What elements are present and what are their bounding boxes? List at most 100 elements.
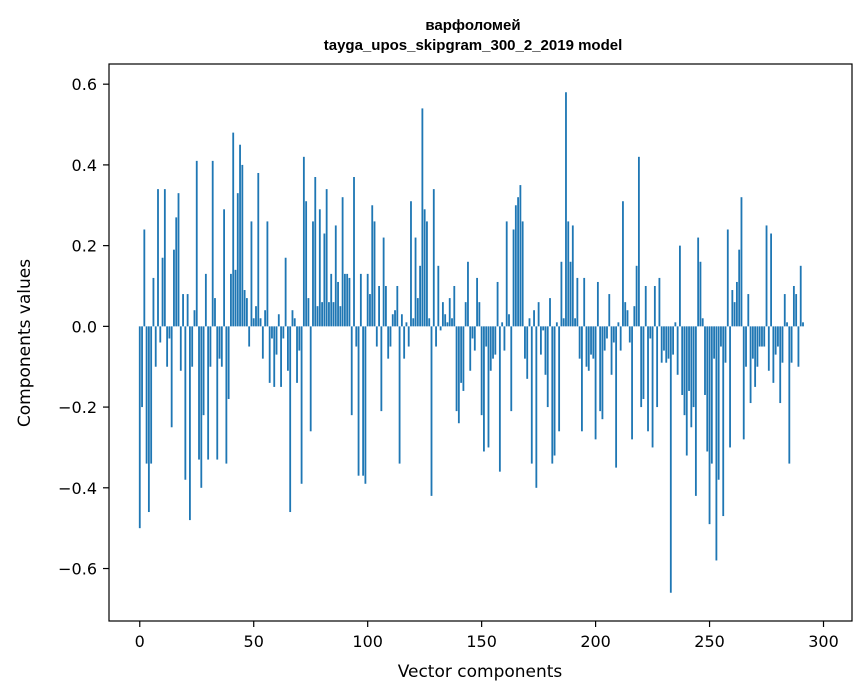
bar-component-126 — [426, 221, 428, 327]
bar-component-180 — [549, 298, 551, 327]
bar-component-137 — [451, 318, 453, 327]
bar-component-88 — [339, 306, 342, 327]
bar-component-151 — [483, 326, 485, 452]
bar-component-142 — [462, 326, 465, 391]
bar-component-288 — [795, 294, 798, 327]
bar-component-277 — [770, 233, 772, 327]
bar-component-62 — [280, 326, 282, 387]
bar-component-286 — [790, 326, 793, 363]
bar-component-160 — [503, 326, 506, 351]
bar-component-136 — [448, 298, 451, 327]
bar-component-231 — [665, 326, 668, 363]
bar-component-185 — [560, 261, 563, 327]
bar-component-205 — [606, 326, 608, 339]
x-tick-label: 300 — [808, 632, 839, 651]
bar-component-168 — [521, 221, 524, 327]
y-tick-label: 0.6 — [72, 75, 97, 94]
bar-component-95 — [355, 326, 358, 347]
bar-component-246 — [699, 261, 702, 327]
bar-component-16 — [175, 217, 178, 327]
bar-component-232 — [667, 326, 670, 359]
bar-component-250 — [708, 326, 711, 525]
bar-component-241 — [688, 326, 690, 391]
bar-component-216 — [631, 326, 633, 440]
bar-component-242 — [690, 326, 693, 428]
bar-component-221 — [642, 326, 645, 400]
bar-component-3 — [145, 326, 148, 464]
bar-component-20 — [184, 326, 187, 480]
bar-component-190 — [571, 225, 574, 327]
bar-component-50 — [252, 318, 255, 327]
bar-component-80 — [321, 302, 324, 327]
bar-component-41 — [232, 132, 235, 327]
bar-component-28 — [202, 326, 205, 416]
bar-component-17 — [177, 193, 180, 327]
bar-component-116 — [403, 326, 406, 359]
bar-component-148 — [476, 277, 478, 327]
bar-component-121 — [414, 237, 417, 327]
bar-component-189 — [569, 261, 572, 327]
bar-component-252 — [713, 326, 716, 359]
bar-component-228 — [658, 277, 661, 327]
bar-component-164 — [512, 229, 515, 327]
bar-component-279 — [774, 326, 777, 355]
bar-component-11 — [163, 189, 166, 327]
bar-component-278 — [772, 326, 775, 383]
bar-component-60 — [275, 326, 278, 355]
bar-component-13 — [168, 326, 171, 339]
bar-component-262 — [735, 281, 738, 327]
bar-component-114 — [398, 326, 401, 464]
y-axis-label: Components values — [15, 259, 35, 427]
bar-component-52 — [257, 172, 260, 327]
bar-component-144 — [467, 261, 469, 327]
bar-component-182 — [553, 326, 556, 456]
bar-component-104 — [375, 326, 378, 347]
x-axis-label: Vector components — [398, 662, 563, 682]
bar-component-112 — [394, 310, 396, 327]
bar-component-63 — [282, 326, 285, 339]
bar-component-229 — [660, 326, 663, 363]
bar-component-143 — [464, 302, 467, 327]
bar-component-172 — [530, 326, 533, 464]
bar-component-245 — [697, 237, 700, 327]
bar-component-24 — [193, 310, 196, 327]
bar-component-218 — [635, 265, 638, 327]
bar-component-198 — [590, 326, 592, 355]
bar-component-59 — [273, 326, 276, 387]
bar-component-261 — [733, 302, 736, 327]
bar-component-156 — [494, 326, 497, 355]
bar-component-44 — [239, 144, 241, 327]
bar-component-209 — [615, 326, 618, 468]
y-tick-label: −0.4 — [58, 479, 97, 498]
bar-component-287 — [792, 285, 795, 327]
bar-component-204 — [603, 326, 606, 351]
bar-component-139 — [455, 326, 458, 412]
x-tick-label: 100 — [352, 632, 383, 651]
bar-component-9 — [159, 326, 162, 343]
bar-component-214 — [626, 310, 629, 327]
bar-component-282 — [781, 326, 784, 363]
bar-component-193 — [578, 326, 581, 359]
bar-component-183 — [555, 322, 558, 327]
bar-component-99 — [364, 326, 367, 484]
bar-component-73 — [305, 201, 308, 327]
bar-component-290 — [799, 265, 802, 327]
bar-component-197 — [587, 326, 590, 371]
bar-component-223 — [647, 326, 649, 432]
bar-component-105 — [378, 285, 380, 327]
bar-component-269 — [751, 326, 754, 359]
bar-component-45 — [241, 164, 244, 327]
bar-component-120 — [412, 318, 415, 327]
bar-component-47 — [245, 298, 248, 327]
bar-component-195 — [583, 277, 586, 327]
bar-component-281 — [779, 326, 782, 404]
bar-component-226 — [653, 285, 656, 327]
bar-component-153 — [487, 326, 490, 448]
bar-component-162 — [508, 314, 510, 327]
bar-component-133 — [441, 302, 444, 327]
bar-component-244 — [694, 326, 697, 496]
bar-component-6 — [152, 277, 155, 327]
bar-component-27 — [200, 326, 203, 488]
bar-component-82 — [325, 189, 328, 327]
bar-component-237 — [679, 245, 681, 327]
